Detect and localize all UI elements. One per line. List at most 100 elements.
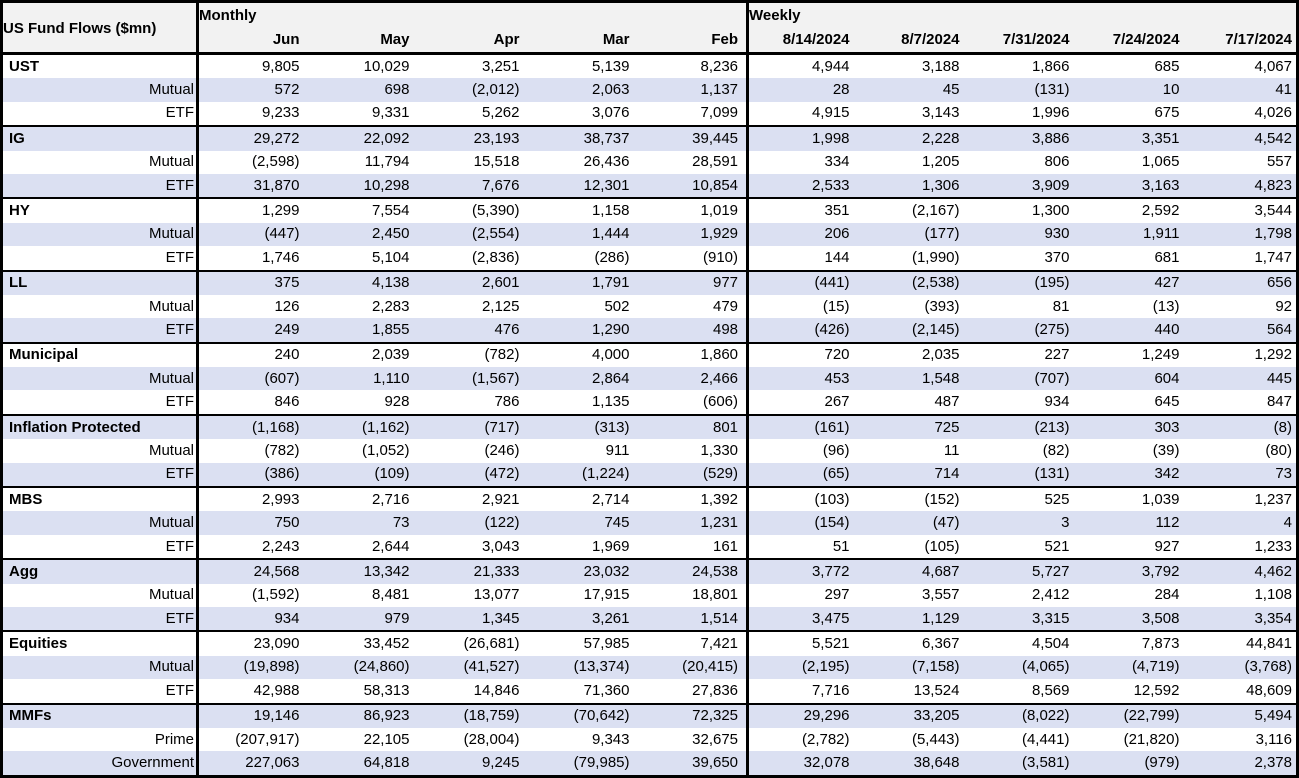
row-label-sub: ETF xyxy=(1,173,199,199)
cell-weekly-value: 3,188 xyxy=(921,57,960,75)
cell-weekly-value: 4,067 xyxy=(1254,57,1292,75)
cell-weekly-value: 5,727 xyxy=(967,558,1078,584)
table-row-sub: ETF 2,243 2,644 3,043 1,969 161 51 (105) 521 927 1… xyxy=(1,534,1298,560)
cell-weekly-value: 1,998 xyxy=(746,125,858,151)
cell-weekly-value: (152) xyxy=(857,486,968,512)
cell-monthly-value: 3,251 xyxy=(481,57,520,75)
cell-monthly-value: (782) xyxy=(264,441,300,459)
cell-weekly-value: 525 xyxy=(967,486,1078,512)
cell-weekly-value: (15) xyxy=(746,294,858,319)
cell-monthly-value: 1,135 xyxy=(591,393,630,411)
cell-monthly-value: 8,481 xyxy=(371,586,410,604)
cell-weekly-value: (131) xyxy=(967,78,1078,102)
cell-monthly-value: 73 xyxy=(307,511,418,535)
cell-weekly-value: 453 xyxy=(746,367,858,391)
row-label-sub: Mutual xyxy=(1,150,199,174)
cell-monthly-value: (2,554) xyxy=(417,222,528,247)
cell-weekly-value: 927 xyxy=(1154,537,1180,555)
cell-weekly-value: 4,462 xyxy=(1187,558,1298,584)
row-label-group: Inflation Protected xyxy=(1,413,199,440)
cell-monthly-value: 1,158 xyxy=(527,197,638,223)
cell-monthly-value: 801 xyxy=(637,413,748,440)
table-row-group-total: Inflation Protected (1,168) (1,162) (717) (3… xyxy=(1,413,1298,440)
table-row-sub: Mutual (2,598) 11,794 15,518 26,436 28,591 334… xyxy=(1,150,1298,174)
cell-monthly-value: (2,598) xyxy=(251,153,300,171)
cell-weekly-value: 41 xyxy=(1187,78,1298,102)
cell-weekly-value: (441) xyxy=(746,269,858,295)
cell-monthly-value: 4,138 xyxy=(307,269,418,295)
cell-weekly-value: 3,508 xyxy=(1077,606,1188,632)
cell-weekly-value: 847 xyxy=(1266,393,1292,411)
cell-weekly-value: 7,716 xyxy=(746,679,858,704)
cell-monthly-value: 7,676 xyxy=(417,173,528,199)
cell-monthly-value: (1,567) xyxy=(417,367,528,391)
table-row-sub: Mutual 750 73 (122) 745 1,231 (154) (47) 3 112 4 xyxy=(1,511,1298,535)
row-label-sub: ETF xyxy=(1,679,199,704)
cell-monthly-value: (910) xyxy=(703,248,739,266)
cell-monthly-value: 126 xyxy=(274,297,300,315)
cell-weekly-value: 4,944 xyxy=(746,53,858,79)
cell-weekly-value: 13,524 xyxy=(913,681,960,699)
cell-monthly-value: 1,969 xyxy=(591,537,630,555)
cell-monthly-value: 2,243 xyxy=(261,537,300,555)
cell-monthly-value: 23,193 xyxy=(417,125,528,151)
row-label-group: Equities xyxy=(1,630,199,656)
cell-monthly-value: (26,681) xyxy=(417,630,528,656)
cell-monthly-value: 375 xyxy=(197,269,308,295)
cell-weekly-value: 3,163 xyxy=(1077,173,1188,199)
cell-weekly-value: 8,569 xyxy=(1031,681,1070,699)
cell-weekly-value: 48,609 xyxy=(1246,681,1292,699)
cell-monthly-value: 12,301 xyxy=(527,173,638,199)
cell-weekly-value: 3,772 xyxy=(746,558,858,584)
cell-monthly-value: 39,445 xyxy=(637,125,748,151)
table-row-sub: ETF 42,988 58,313 14,846 71,360 27,836 7,716 13… xyxy=(1,679,1298,704)
row-label-sub: Mutual xyxy=(1,439,199,463)
cell-weekly-value: 44,841 xyxy=(1187,630,1298,656)
cell-weekly-value: 557 xyxy=(1266,153,1292,171)
cell-monthly-value: 1,019 xyxy=(637,197,748,223)
cell-weekly-value: 303 xyxy=(1077,413,1188,440)
cell-weekly-value: 227 xyxy=(967,341,1078,368)
cell-monthly-value: 2,063 xyxy=(527,78,638,102)
cell-monthly-value: 64,818 xyxy=(307,751,418,777)
cell-monthly-value: 3,043 xyxy=(481,537,520,555)
cell-weekly-value: 10 xyxy=(1077,78,1188,102)
cell-weekly-value: 1,996 xyxy=(1031,104,1070,122)
cell-weekly-value: 445 xyxy=(1187,367,1298,391)
cell-weekly-value: (103) xyxy=(746,486,858,512)
cell-weekly-value: 81 xyxy=(1052,297,1070,315)
cell-monthly-value: 33,452 xyxy=(307,630,418,656)
cell-weekly-value: 3,475 xyxy=(746,606,858,632)
cell-weekly-value: 1,747 xyxy=(1254,248,1292,266)
cell-monthly-value: (606) xyxy=(703,393,739,411)
cell-monthly-value: 1,299 xyxy=(197,197,308,223)
cell-weekly-value: 2,533 xyxy=(746,173,858,199)
cell-monthly-value: 7,421 xyxy=(637,630,748,656)
cell-weekly-value: (8,022) xyxy=(967,702,1078,728)
cell-monthly-value: 19,146 xyxy=(197,702,308,728)
cell-weekly-value: (3,768) xyxy=(1187,655,1298,680)
row-label-sub: Government xyxy=(1,751,199,777)
cell-weekly-value: 3,886 xyxy=(967,125,1078,151)
cell-monthly-value: 17,915 xyxy=(583,586,630,604)
table-row-sub: Mutual (607) 1,110 (1,567) 2,864 2,466 453 1,54… xyxy=(1,367,1298,391)
cell-weekly-value: (2,167) xyxy=(857,197,968,223)
cell-weekly-value: 1,065 xyxy=(1141,153,1180,171)
row-label-sub: ETF xyxy=(1,606,199,632)
table-row-sub: ETF 249 1,855 476 1,290 498 (426) (2,145) (275) 4… xyxy=(1,318,1298,343)
cell-weekly-value: 806 xyxy=(1044,153,1070,171)
cell-weekly-value: (979) xyxy=(1077,751,1188,777)
cell-monthly-value: 5,262 xyxy=(481,104,520,122)
row-label-sub: ETF xyxy=(1,318,199,343)
cell-weekly-value: (22,799) xyxy=(1077,702,1188,728)
cell-monthly-value: 7,099 xyxy=(700,104,739,122)
cell-weekly-value: 3 xyxy=(967,511,1078,535)
cell-weekly-value: (195) xyxy=(967,269,1078,295)
cell-monthly-value: 9,805 xyxy=(261,57,300,75)
cell-weekly-value: (154) xyxy=(746,511,858,535)
cell-weekly-value: (177) xyxy=(857,222,968,247)
row-label-sub: Mutual xyxy=(1,294,199,319)
cell-weekly-value: 5,521 xyxy=(746,630,858,656)
table-row-sub: ETF 9,233 9,331 5,262 3,076 7,099 4,915 3,143 1,… xyxy=(1,101,1298,127)
cell-monthly-value: (1,224) xyxy=(527,462,638,488)
